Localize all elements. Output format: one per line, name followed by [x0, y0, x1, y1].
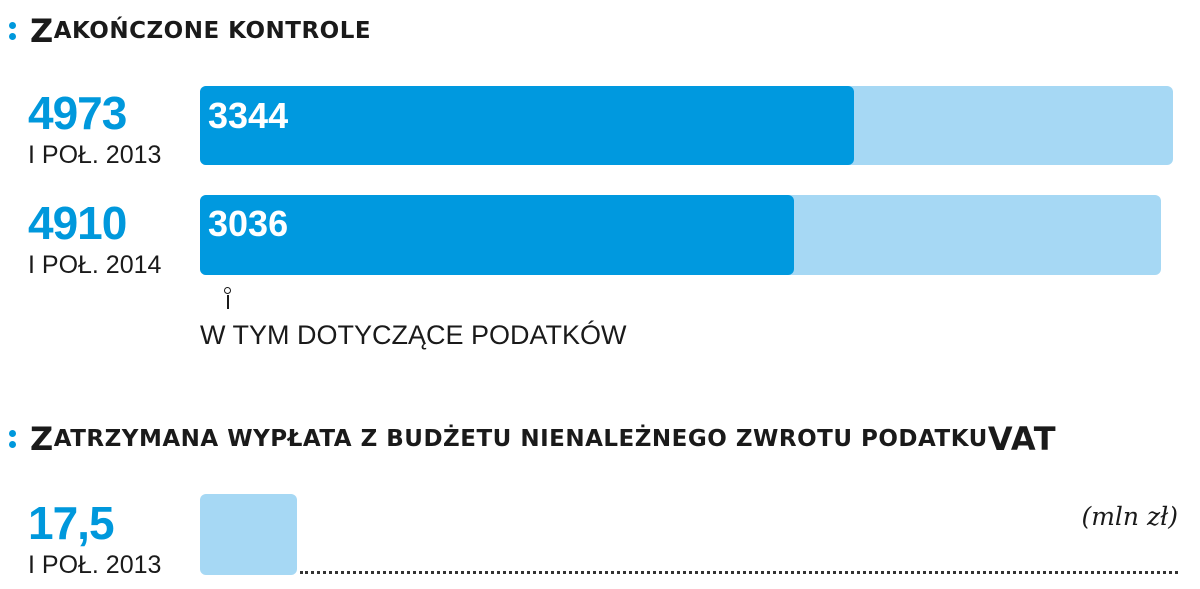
- note-label: W TYM DOTYCZĄCE PODATKÓW: [200, 320, 627, 350]
- title-rest: atrzymana wypłata z budżetu nienależnego…: [53, 426, 988, 452]
- bar-label-2014: 3036: [208, 203, 289, 244]
- period-label-2014: I POŁ. 2014: [28, 251, 162, 279]
- bar-part-2014: [200, 195, 794, 275]
- total-value-2013: 4973: [28, 87, 127, 139]
- total-value-2014: 4910: [28, 197, 127, 249]
- dotted-baseline: [300, 571, 1178, 574]
- title-vat: VAT: [987, 420, 1057, 458]
- bar-label-2013: 3344: [208, 95, 289, 136]
- vat-total-value-2013: 17,5: [28, 497, 115, 549]
- period-label-2013: I POŁ. 2013: [28, 141, 162, 169]
- vat-bar-2013: [200, 494, 297, 575]
- note-pointer-icon: [224, 287, 232, 309]
- section-title-vat: Zatrzymana wypłata z budżetu nienależneg…: [0, 420, 1056, 458]
- vat-period-label-2013: I POŁ. 2013: [28, 551, 162, 579]
- section-title-controls: Zakończone kontrole: [0, 12, 371, 50]
- bullet-dots-icon: [0, 427, 16, 451]
- title-first-letter: Z: [30, 420, 54, 458]
- bar-part-2013: [200, 86, 854, 165]
- title-rest: akończone kontrole: [53, 18, 372, 44]
- title-first-letter: Z: [30, 12, 54, 50]
- unit-label: (mln zł): [1081, 502, 1178, 531]
- bullet-dots-icon: [0, 19, 16, 43]
